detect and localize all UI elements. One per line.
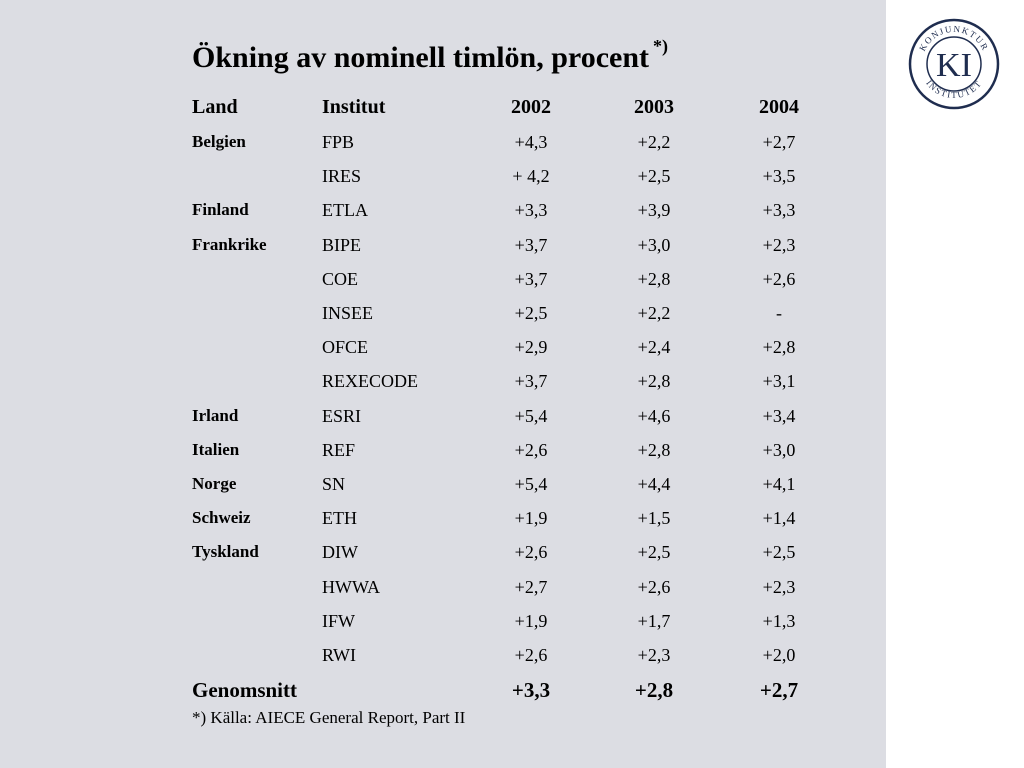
- row-land: Irland: [192, 405, 239, 425]
- row-institut: RWI: [322, 645, 356, 665]
- title-text: Ökning av nominell timlön, procent: [192, 41, 650, 74]
- row-institut: COE: [322, 268, 358, 289]
- average-2003: +2,8: [634, 678, 674, 702]
- row-land: Norge: [192, 474, 237, 493]
- row-2003: +2,2: [637, 303, 671, 323]
- row-2003: +4,4: [637, 474, 671, 494]
- header-institut: Institut: [322, 96, 386, 118]
- row-2004: +2,5: [762, 542, 796, 563]
- row-institut: REF: [322, 439, 356, 460]
- row-2004: +2,6: [762, 268, 796, 289]
- ki-logo: KONJUNKTUR INSTITUTET KI: [908, 18, 1000, 110]
- row-institut: ETH: [322, 508, 357, 529]
- row-2004: +3,4: [762, 405, 796, 426]
- row-2002: +1,9: [514, 508, 548, 529]
- row-2003: +2,5: [637, 542, 671, 563]
- row-2003: +2,8: [637, 439, 671, 460]
- row-2002: +3,7: [514, 371, 548, 392]
- row-2003: +3,9: [637, 200, 671, 221]
- row-institut: ESRI: [322, 405, 362, 426]
- row-2004: +2,7: [762, 132, 796, 152]
- row-2004: +1,4: [762, 508, 796, 529]
- row-institut: BIPE: [322, 234, 362, 255]
- row-2004: +3,3: [762, 200, 796, 221]
- row-2004: +2,0: [762, 645, 796, 665]
- row-2004: +1,3: [762, 610, 796, 631]
- row-2003: +2,8: [637, 268, 671, 289]
- average-label: Genomsnitt: [192, 678, 297, 702]
- row-land: Schweiz: [192, 508, 251, 528]
- row-2002: +2,6: [514, 439, 548, 460]
- row-institut: ETLA: [322, 200, 368, 221]
- header-2003: 2003: [634, 96, 674, 118]
- title-footnote-mark: *): [653, 36, 669, 56]
- row-2003: +1,5: [637, 508, 671, 529]
- average-2004: +2,7: [759, 678, 799, 702]
- row-land: Tyskland: [192, 542, 259, 562]
- row-2004: +2,8: [762, 337, 796, 358]
- row-2003: +4,6: [637, 405, 671, 426]
- row-institut: SN: [322, 474, 346, 494]
- row-2002: +2,9: [514, 337, 548, 358]
- row-institut: REXECODE: [322, 371, 418, 392]
- header-land: Land: [192, 96, 238, 118]
- row-2002: +3,7: [514, 268, 548, 289]
- row-2003: +3,0: [637, 234, 671, 255]
- row-2003: +2,3: [637, 645, 671, 665]
- row-2003: +2,8: [637, 371, 671, 392]
- row-2003: +2,5: [637, 166, 671, 187]
- row-2004: +4,1: [762, 474, 796, 494]
- row-land: Finland: [192, 200, 249, 220]
- average-2002: +3,3: [511, 678, 551, 702]
- row-2002: +5,4: [514, 405, 548, 426]
- row-2004: +3,0: [762, 439, 796, 460]
- row-institut: IFW: [322, 610, 355, 631]
- row-2003: +2,2: [637, 132, 671, 152]
- row-institut: OFCE: [322, 337, 369, 358]
- row-2002: + 4,2: [512, 166, 550, 187]
- row-2004: +2,3: [762, 576, 796, 597]
- row-2002: +2,6: [514, 645, 548, 665]
- logo-initials: KI: [936, 47, 972, 84]
- slide-title: Ökning av nominell timlön, procent *): [192, 36, 668, 75]
- row-land: Frankrike: [192, 234, 267, 254]
- slide-panel: Ökning av nominell timlön, procent *) Lan…: [0, 0, 886, 768]
- row-2003: +2,4: [637, 337, 671, 358]
- row-2002: +3,3: [514, 200, 548, 221]
- row-2002: +2,7: [514, 576, 548, 597]
- row-2003: +2,6: [637, 576, 671, 597]
- row-institut: IRES: [322, 166, 362, 187]
- row-2004: +3,1: [762, 371, 796, 392]
- row-2004: +2,3: [762, 234, 796, 255]
- row-2002: +2,6: [514, 542, 548, 563]
- row-land: Belgien: [192, 132, 246, 151]
- row-2002: +5,4: [514, 474, 548, 494]
- row-institut: FPB: [322, 132, 355, 152]
- row-2004: -: [776, 303, 782, 323]
- row-land: Italien: [192, 439, 240, 459]
- row-2003: +1,7: [637, 610, 671, 631]
- row-2004: +3,5: [762, 166, 796, 187]
- header-2004: 2004: [759, 96, 799, 118]
- row-2002: +4,3: [514, 132, 548, 152]
- row-2002: +2,5: [514, 303, 548, 323]
- row-institut: HWWA: [322, 576, 380, 597]
- row-2002: +1,9: [514, 610, 548, 631]
- row-institut: INSEE: [322, 303, 373, 323]
- source-footnote: *) Källa: AIECE General Report, Part II: [192, 708, 466, 727]
- header-2002: 2002: [511, 96, 551, 118]
- row-2002: +3,7: [514, 234, 548, 255]
- row-institut: DIW: [322, 542, 358, 563]
